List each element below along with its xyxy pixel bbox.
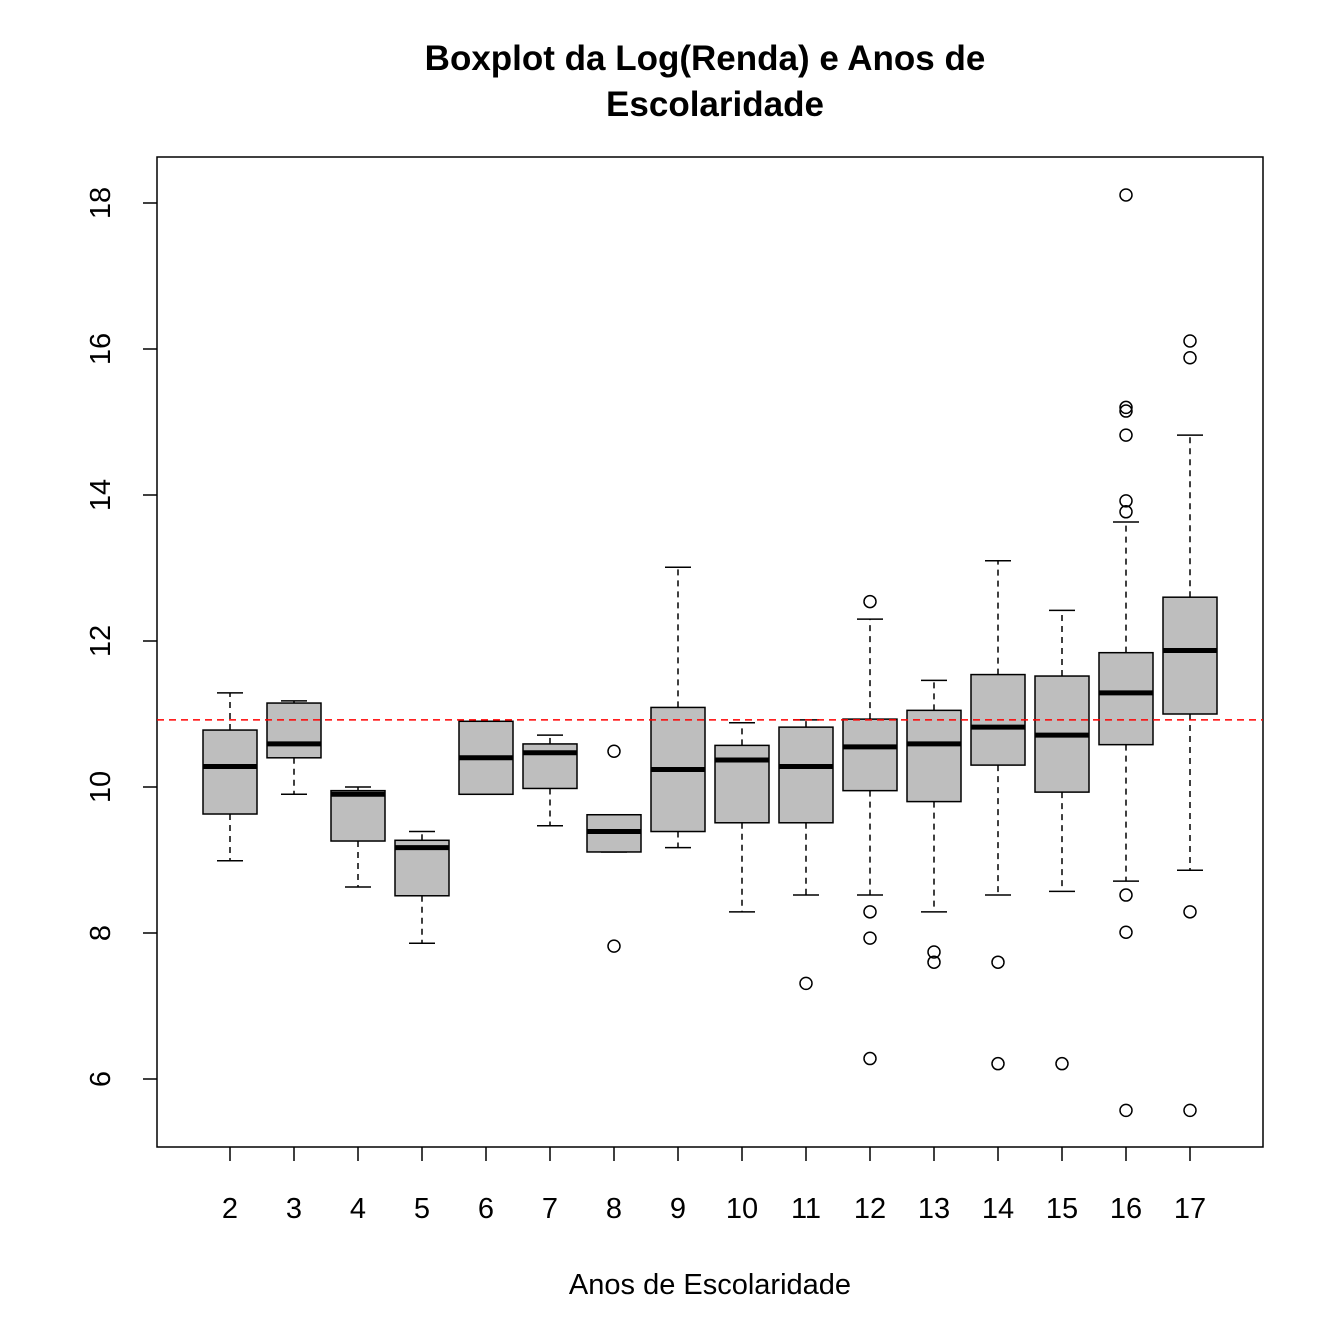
boxes-layer [202,188,1218,1118]
x-tick-label: 8 [606,1193,622,1225]
box-group-17 [1162,334,1218,1118]
plot-area-frame [156,156,1264,1148]
outlier-point [1119,428,1133,442]
outlier-point [991,955,1005,969]
x-axis-label: Anos de Escolaridade [569,1269,851,1301]
y-axis: 6 8 10 12 14 16 18 [85,187,157,1087]
x-tick-label: 6 [478,1193,494,1225]
box-group-4 [330,786,386,888]
box-iqr [778,726,834,824]
outlier-point [1055,1056,1069,1071]
box-iqr [266,702,322,759]
outlier-point [607,939,621,953]
outlier-point [1183,351,1197,365]
outlier-point [927,955,941,969]
box-group-2 [202,692,258,862]
x-tick-label: 4 [350,1193,366,1225]
y-tick-label: 14 [85,479,117,511]
x-tick-label: 2 [222,1193,238,1225]
y-tick-label: 6 [85,1071,117,1087]
box-iqr [1098,651,1154,746]
x-tick-label: 9 [670,1193,686,1225]
box-iqr [842,718,898,792]
box-group-7 [522,734,578,827]
box-group-6 [458,720,514,796]
outlier-point [863,905,877,919]
box-group-3 [266,700,322,796]
box-group-14 [970,559,1026,1071]
x-tick-label: 13 [918,1193,950,1225]
outlier-point [607,744,621,758]
box-group-13 [906,679,962,969]
outlier-point [1183,334,1197,348]
x-tick-label: 14 [982,1193,1014,1225]
outlier-point [863,931,877,945]
x-tick-label: 5 [414,1193,430,1225]
y-tick-label: 10 [85,771,117,803]
box-iqr [202,729,258,815]
x-tick-label: 16 [1110,1193,1142,1225]
x-axis: 2 3 4 5 6 7 8 9 10 11 12 13 14 15 16 17 [222,1147,1206,1225]
box-iqr [330,789,386,842]
chart-title-line-2: Escolaridade [606,85,824,124]
box-group-16 [1098,188,1154,1118]
y-tick-label: 16 [85,333,117,365]
box-group-5 [394,830,450,944]
box-group-10 [714,722,770,913]
outlier-point [1119,1103,1133,1118]
outlier-point [1119,188,1133,202]
outlier-point [799,976,813,991]
chart-title-line-1: Boxplot da Log(Renda) e Anos de [425,39,986,78]
x-tick-label: 11 [791,1193,821,1225]
x-tick-label: 17 [1174,1193,1206,1225]
box-group-15 [1034,609,1090,1071]
outlier-point [1119,888,1133,902]
outlier-point [927,945,941,959]
x-tick-label: 7 [542,1193,558,1225]
outlier-point [1183,905,1197,919]
outlier-point [1183,1103,1197,1118]
outlier-point [991,1056,1005,1071]
outlier-point [1119,925,1133,940]
box-iqr [714,744,770,824]
y-tick-label: 18 [85,187,117,219]
box-iqr [1162,596,1218,715]
x-tick-label: 3 [286,1193,302,1225]
outlier-point [863,1051,877,1066]
box-group-11 [778,719,834,991]
x-tick-label: 12 [854,1193,886,1225]
x-tick-label: 15 [1046,1193,1078,1225]
x-tick-label: 10 [726,1193,758,1225]
outlier-point [1119,400,1133,415]
box-group-9 [650,566,706,849]
box-group-12 [842,594,898,1066]
y-tick-label: 8 [85,925,117,941]
box-group-8 [586,744,642,953]
outlier-point [1119,505,1133,519]
box-iqr [906,709,962,803]
outlier-point [1119,494,1133,508]
outlier-point [1119,404,1133,418]
y-tick-label: 12 [85,625,117,657]
outlier-point [863,594,877,609]
